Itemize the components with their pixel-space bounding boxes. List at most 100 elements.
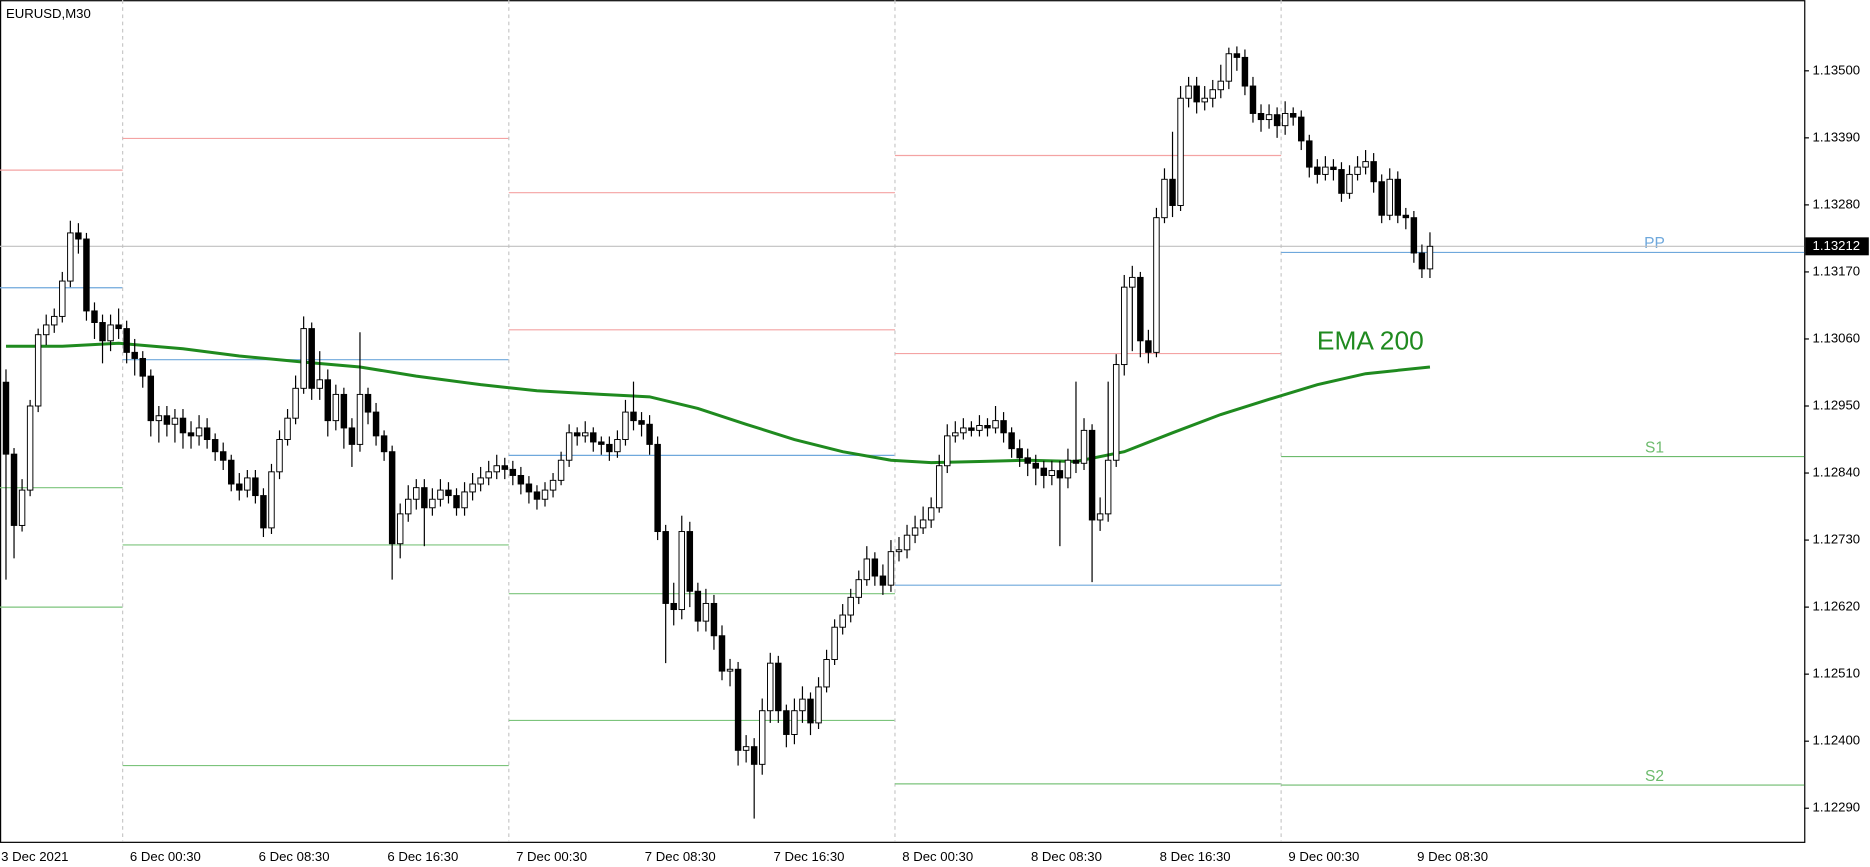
candle-body (453, 495, 460, 509)
candle-body (316, 379, 323, 389)
candle-body (758, 710, 766, 765)
candle-body (1153, 217, 1160, 353)
candle-body (767, 662, 774, 712)
candle-body (26, 405, 34, 491)
x-tick-label: 6 Dec 08:30 (259, 849, 330, 864)
candle-body (1072, 459, 1080, 464)
x-tick-label: 6 Dec 00:30 (130, 849, 201, 864)
candle-body (388, 451, 396, 545)
candle-body (598, 441, 605, 445)
ema-label: EMA 200 (1317, 326, 1424, 356)
candle-body (541, 489, 549, 500)
candle-body (1346, 173, 1353, 194)
candle-body (1056, 470, 1064, 479)
candle-body (1129, 276, 1136, 288)
x-tick-label: 9 Dec 00:30 (1288, 849, 1359, 864)
y-tick-label: 1.12950 (1813, 397, 1861, 412)
candle-body (219, 451, 227, 461)
candle-body (1289, 112, 1297, 118)
candle-body (155, 415, 163, 422)
candle-body (139, 357, 146, 377)
candle-body (750, 746, 758, 765)
candle-body (83, 238, 90, 312)
x-tick-label: 8 Dec 16:30 (1160, 849, 1231, 864)
candle-body (573, 432, 581, 437)
candle-body (1298, 116, 1305, 142)
candle-body (1362, 161, 1369, 168)
candle-body (1314, 166, 1321, 175)
candle-body (477, 477, 484, 485)
y-tick-label: 1.13280 (1813, 196, 1861, 211)
candle-body (1169, 178, 1176, 206)
candle-layer (2, 46, 1434, 819)
candle-body (348, 427, 356, 445)
x-tick-label: 9 Dec 08:30 (1417, 849, 1488, 864)
candle-body (380, 435, 388, 453)
y-tick-label: 1.13170 (1813, 263, 1861, 278)
candle-body (646, 423, 653, 445)
candle-body (992, 420, 999, 429)
candle-body (123, 328, 130, 353)
candle-body (131, 351, 138, 359)
candle-body (34, 334, 42, 407)
candle-body (783, 710, 790, 735)
candle-body (686, 531, 694, 592)
y-tick-label: 1.13500 (1813, 62, 1861, 77)
x-tick-label: 7 Dec 08:30 (645, 849, 716, 864)
candle-body (791, 710, 798, 735)
candle-body (252, 477, 259, 497)
candle-body (807, 698, 814, 724)
candle-body (469, 483, 476, 493)
last-price-label: 1.13212 (1813, 238, 1861, 253)
candle-body (1080, 429, 1088, 464)
candle-body (10, 453, 18, 526)
candle-body (944, 435, 951, 467)
candle-body (1016, 448, 1023, 459)
candle-body (1241, 56, 1249, 87)
candle-body (976, 425, 983, 431)
y-tick-label: 1.12400 (1813, 733, 1861, 748)
candle-body (1402, 214, 1410, 219)
candle-body (606, 443, 613, 453)
candle-body (179, 417, 187, 434)
candle-body (1145, 340, 1152, 353)
candle-body (911, 527, 919, 536)
axis-layer: 1.13500 1.13390 1.13280 1.13170 1.13060 1.129… (1, 62, 1869, 864)
candle-body (1024, 457, 1031, 464)
candle-body (879, 575, 887, 586)
candle-body (51, 315, 58, 326)
candle-body (871, 558, 879, 577)
candle-body (228, 459, 235, 485)
candle-body (1330, 166, 1337, 171)
candle-body (42, 324, 50, 336)
candle-body (678, 531, 686, 611)
candle-body (1233, 53, 1241, 58)
candle-body (734, 668, 742, 751)
candle-body (421, 487, 428, 509)
ema-line (5, 341, 1431, 465)
candle-body (75, 232, 82, 240)
candle-body (1000, 420, 1007, 434)
candle-body (332, 393, 340, 422)
candle-body (413, 487, 420, 500)
candle-body (276, 439, 283, 473)
x-tick-label: 8 Dec 08:30 (1031, 849, 1102, 864)
candle-body (1201, 97, 1208, 103)
candle-body (356, 393, 364, 445)
x-tick-label: 7 Dec 00:30 (516, 849, 587, 864)
candle-body (1112, 364, 1120, 461)
candle-body (429, 498, 436, 509)
candle-body (236, 483, 243, 491)
candle-body (1394, 178, 1402, 216)
candle-body (549, 479, 557, 491)
candle-body (18, 489, 26, 526)
candle-body (1137, 276, 1144, 342)
candle-body (839, 614, 846, 628)
candle-body (493, 465, 500, 473)
candle-body (590, 432, 597, 443)
pivot-layer: PP S1 S2 (0, 0, 1805, 842)
chart-title: EURUSD,M30 (6, 6, 91, 21)
candle-body (195, 427, 203, 437)
candle-body (509, 468, 517, 476)
